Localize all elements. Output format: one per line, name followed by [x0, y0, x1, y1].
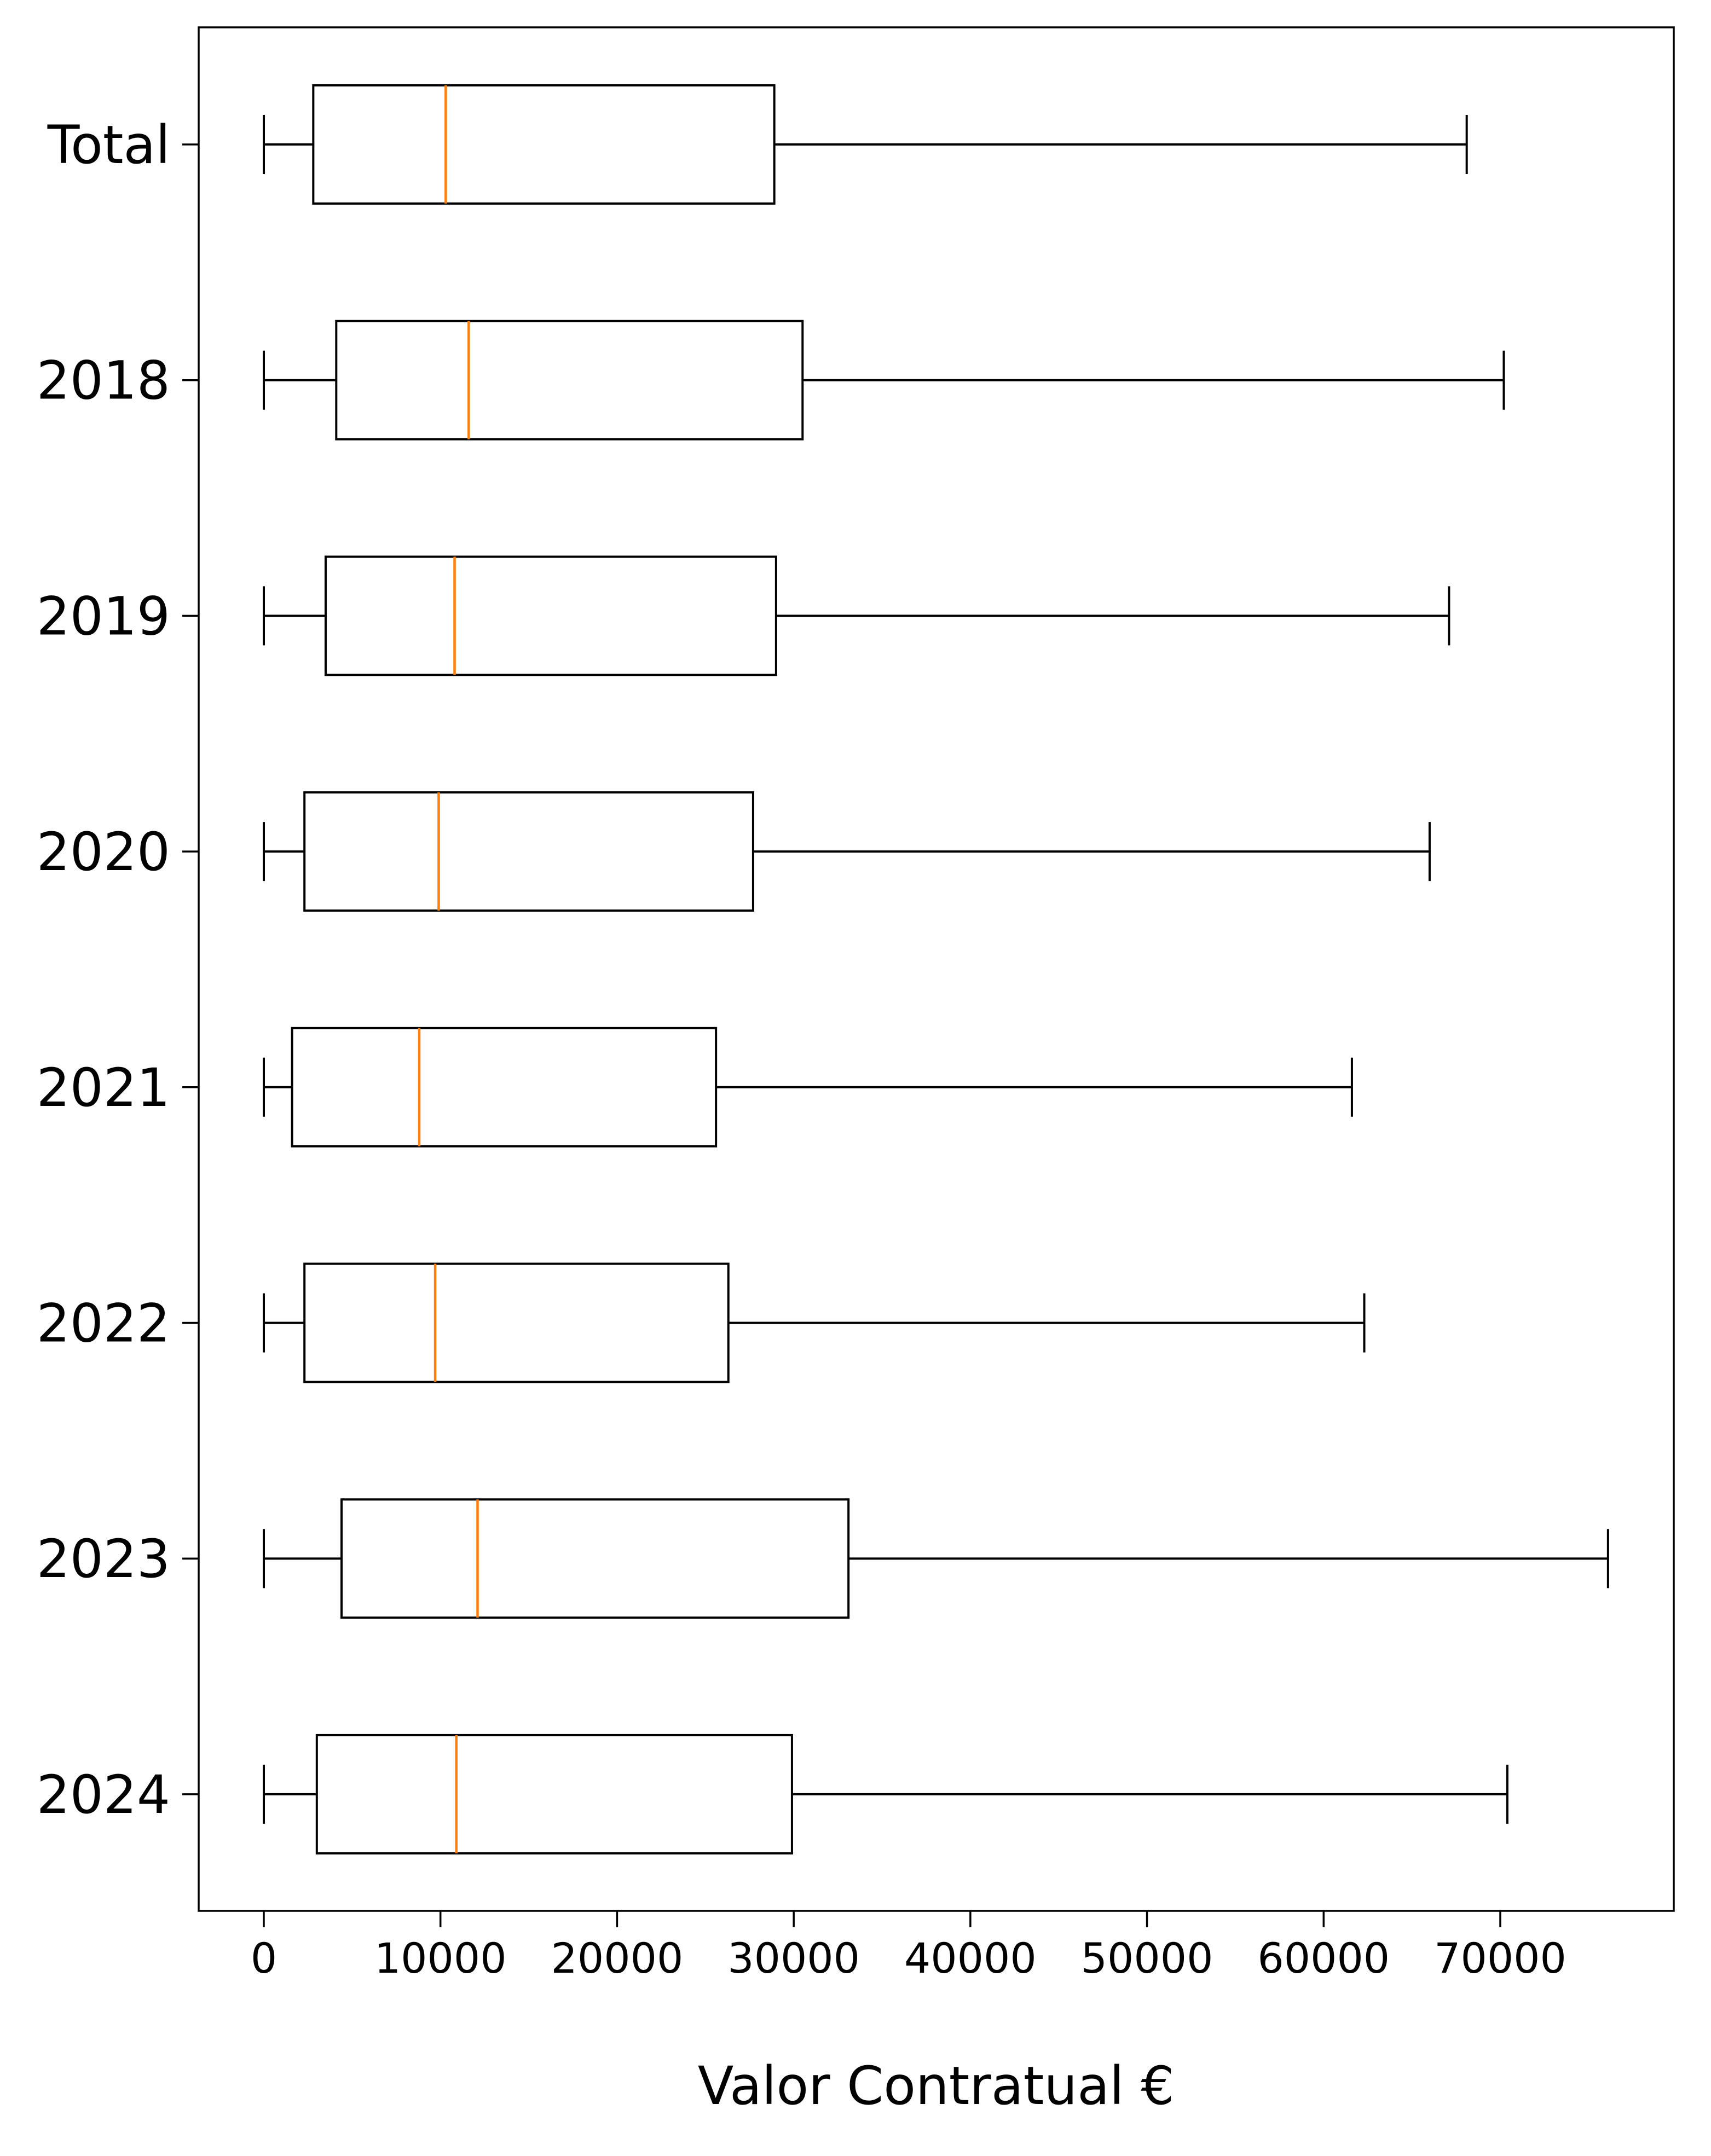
y-tick-label: Total	[47, 114, 170, 176]
y-tick-label: 2019	[37, 586, 170, 647]
x-axis-title: Valor Contratual €	[698, 2055, 1175, 2117]
box-iqr	[340, 1498, 850, 1619]
y-tick-label: 2024	[37, 1764, 170, 1825]
x-tick-label: 20000	[551, 1934, 684, 1983]
x-tick-label: 40000	[904, 1934, 1037, 1983]
x-tick-label: 50000	[1081, 1934, 1213, 1983]
x-tick-label: 30000	[727, 1934, 860, 1983]
y-tick-label: 2023	[37, 1528, 170, 1590]
box-iqr	[335, 320, 804, 441]
chart-marks: 0 10000 20000 30000 40000 50000 60000 70000 Tota…	[37, 84, 1609, 1983]
box-iqr	[315, 1734, 793, 1854]
y-tick-label: 2021	[37, 1057, 170, 1118]
box-iqr	[312, 84, 776, 205]
y-tick-label: 2020	[37, 821, 170, 883]
box-iqr	[324, 555, 777, 676]
y-tick-label: 2022	[37, 1293, 170, 1354]
box-iqr	[303, 1262, 730, 1383]
x-tick-label: 10000	[374, 1934, 507, 1983]
box-iqr	[303, 791, 754, 912]
plot-frame	[198, 26, 1675, 1912]
box-iqr	[291, 1027, 718, 1147]
x-tick-label: 70000	[1434, 1934, 1567, 1983]
x-tick-label: 0	[251, 1934, 277, 1983]
y-tick-label: 2018	[37, 350, 170, 412]
x-tick-label: 60000	[1257, 1934, 1390, 1983]
